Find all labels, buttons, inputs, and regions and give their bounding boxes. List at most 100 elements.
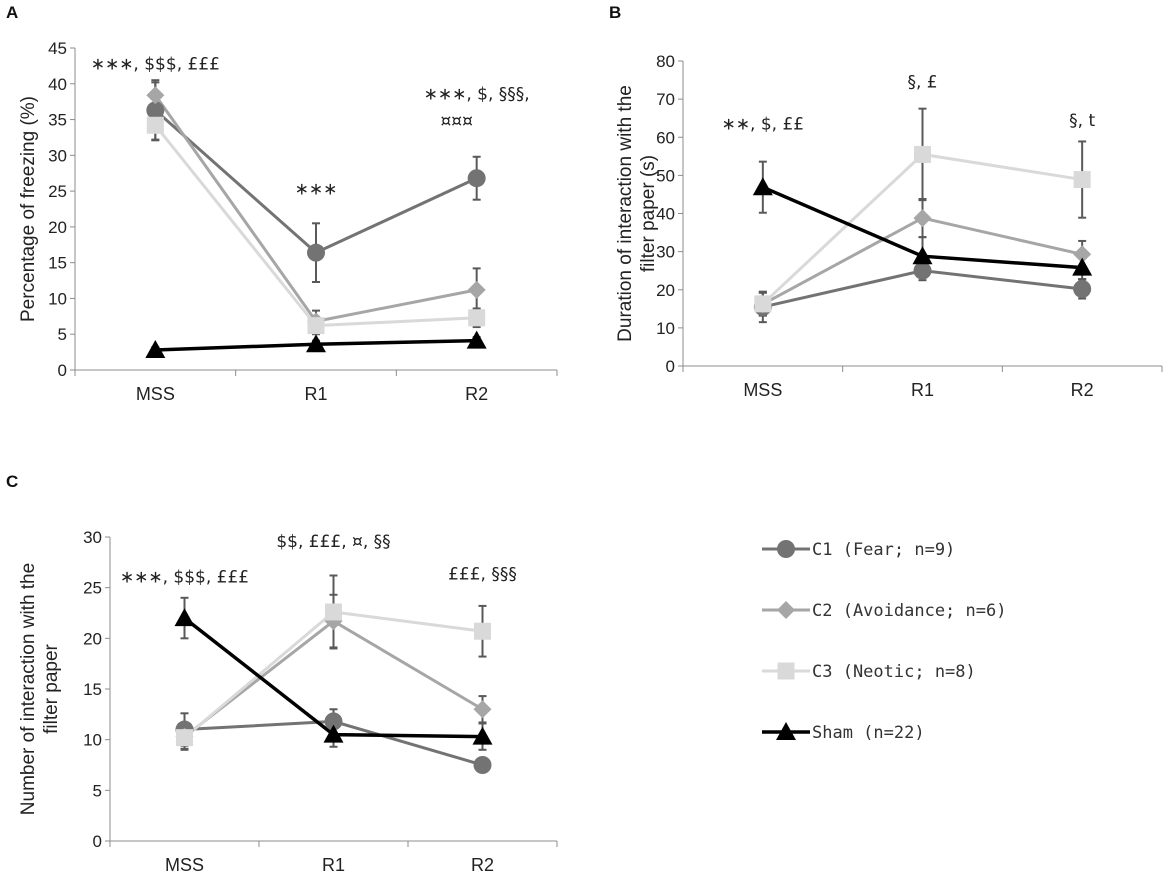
data-point-c2 [146, 86, 165, 105]
y-tick-label: 5 [93, 781, 102, 800]
data-point-c3 [468, 309, 486, 327]
legend-marker-diamond [777, 601, 795, 619]
x-tick-label-mss: MSS [136, 384, 175, 404]
y-tick-label: 5 [58, 325, 67, 344]
y-tick-label: 0 [58, 361, 67, 380]
significance-annotation: ∗∗∗ [295, 180, 338, 200]
y-tick-label: 45 [48, 39, 67, 58]
data-point-c3 [307, 317, 325, 335]
y-tick-label: 0 [666, 357, 675, 376]
legend-marker-circle [777, 540, 795, 558]
data-point-c3 [754, 295, 772, 313]
x-tick-label-r1: R1 [911, 380, 934, 400]
y-tick-label: 80 [656, 52, 675, 71]
significance-annotation: ¤¤¤ [440, 112, 473, 132]
panel-b-chart: 0 10 20 30 40 50 60 70 80 MSS R1 R2 Duration of inte… [615, 52, 1163, 400]
data-point-sham [323, 724, 344, 743]
y-axis-title-line: Duration of interaction with the [615, 85, 636, 342]
legend-item-c2: C2 (Avoidance; n=6) [762, 601, 1006, 621]
y-tick-label: 25 [83, 579, 102, 598]
data-point-c3 [1073, 171, 1091, 189]
legend-marker-square [777, 662, 795, 680]
data-point-sham [1072, 257, 1093, 276]
legend-label: C1 (Fear; n=9) [812, 540, 955, 560]
x-tick-label-mss: MSS [743, 380, 782, 400]
significance-annotation: £££, §§§ [448, 565, 517, 585]
data-point-c3 [914, 145, 931, 163]
data-point-c2 [1073, 245, 1092, 264]
data-point-sham [174, 608, 195, 627]
legend-label: Sham (n=22) [812, 723, 925, 743]
data-point-c1 [146, 101, 165, 120]
significance-annotation: $$, £££, ¤, §§ [276, 532, 390, 552]
legend: C1 (Fear; n=9) C2 (Avoidance; n=6) C3 (Neo… [762, 540, 1006, 743]
data-point-c2 [467, 280, 486, 299]
y-tick-label: 40 [656, 205, 675, 224]
legend-item-sham: Sham (n=22) [762, 722, 925, 743]
significance-annotation: ∗∗∗, $$$, £££ [120, 568, 249, 588]
y-tick-label: 0 [93, 832, 102, 851]
data-point-c3 [474, 622, 491, 640]
y-axis-title-line: filter paper (s) [638, 155, 659, 272]
y-tick-label: 50 [656, 166, 675, 185]
y-axis-title: Duration of interaction with the filter p… [615, 85, 659, 342]
data-point-sham [912, 246, 933, 265]
y-tick-label: 15 [83, 680, 102, 699]
data-point-sham [472, 726, 493, 745]
y-axis-title-line: filter paper [41, 643, 62, 733]
data-point-c1 [324, 712, 343, 731]
data-point-c1 [473, 756, 492, 774]
x-tick-label-mss: MSS [165, 855, 204, 875]
data-point-c2 [913, 209, 932, 228]
x-tick-label-r1: R1 [304, 384, 327, 404]
panel-a-chart: 0 5 10 15 20 25 30 35 40 45 MSS R1 R2 Percentage of f… [18, 39, 558, 404]
significance-annotation: ∗∗∗, $, §§§, [424, 85, 530, 105]
y-tick-label: 30 [48, 146, 67, 165]
significance-annotation: §, £ [907, 73, 937, 93]
data-point-c2 [473, 700, 492, 719]
data-point-sham [752, 177, 773, 196]
data-point-sham [306, 334, 326, 353]
y-tick-label: 15 [48, 254, 67, 273]
y-axis-title-line: Number of interaction with the [18, 563, 39, 815]
y-tick-label: 10 [83, 731, 102, 750]
legend-label: C2 (Avoidance; n=6) [812, 601, 1006, 621]
y-tick-label: 20 [83, 629, 102, 648]
significance-annotation: ∗∗, $, ££ [722, 115, 805, 135]
legend-label: C3 (Neotic; n=8) [812, 662, 976, 682]
y-tick-label: 30 [83, 528, 102, 547]
data-point-c1 [1073, 279, 1092, 298]
y-tick-label: 10 [48, 289, 67, 308]
y-tick-label: 20 [656, 281, 675, 300]
data-point-c3 [146, 116, 164, 134]
data-point-sham [145, 339, 166, 358]
data-point-c1 [467, 169, 486, 188]
y-axis-title: Number of interaction with the filter pap… [18, 563, 62, 815]
data-point-c3 [325, 603, 342, 621]
panel-letter-a: A [6, 3, 18, 22]
y-axis-title-line: Percentage of freezing (%) [18, 96, 39, 322]
x-tick-label-r2: R2 [1071, 380, 1094, 400]
x-tick-label-r2: R2 [465, 384, 488, 404]
data-point-c3 [176, 729, 193, 747]
panel-c-chart: 0 5 10 15 20 25 30 MSS R1 R2 Number of interaction… [18, 528, 558, 875]
y-tick-label: 10 [656, 319, 675, 338]
legend-item-c1: C1 (Fear; n=9) [762, 540, 955, 560]
panel-letter-b: B [609, 3, 621, 22]
y-tick-label: 25 [48, 182, 67, 201]
data-point-c1 [913, 261, 932, 280]
y-tick-label: 20 [48, 218, 67, 237]
legend-item-c3: C3 (Neotic; n=8) [762, 662, 976, 682]
y-tick-label: 35 [48, 111, 67, 130]
significance-annotation: ∗∗∗, $$$, £££ [91, 54, 220, 74]
y-axis-title: Percentage of freezing (%) [18, 96, 39, 322]
legend-marker-triangle [776, 722, 796, 740]
y-tick-label: 40 [48, 75, 67, 94]
y-tick-label: 30 [656, 243, 675, 262]
x-tick-label-r1: R1 [322, 855, 345, 875]
data-point-c1 [307, 243, 325, 262]
x-tick-label-r2: R2 [471, 855, 494, 875]
significance-annotation: §, t [1069, 111, 1095, 131]
y-tick-label: 60 [656, 128, 675, 147]
